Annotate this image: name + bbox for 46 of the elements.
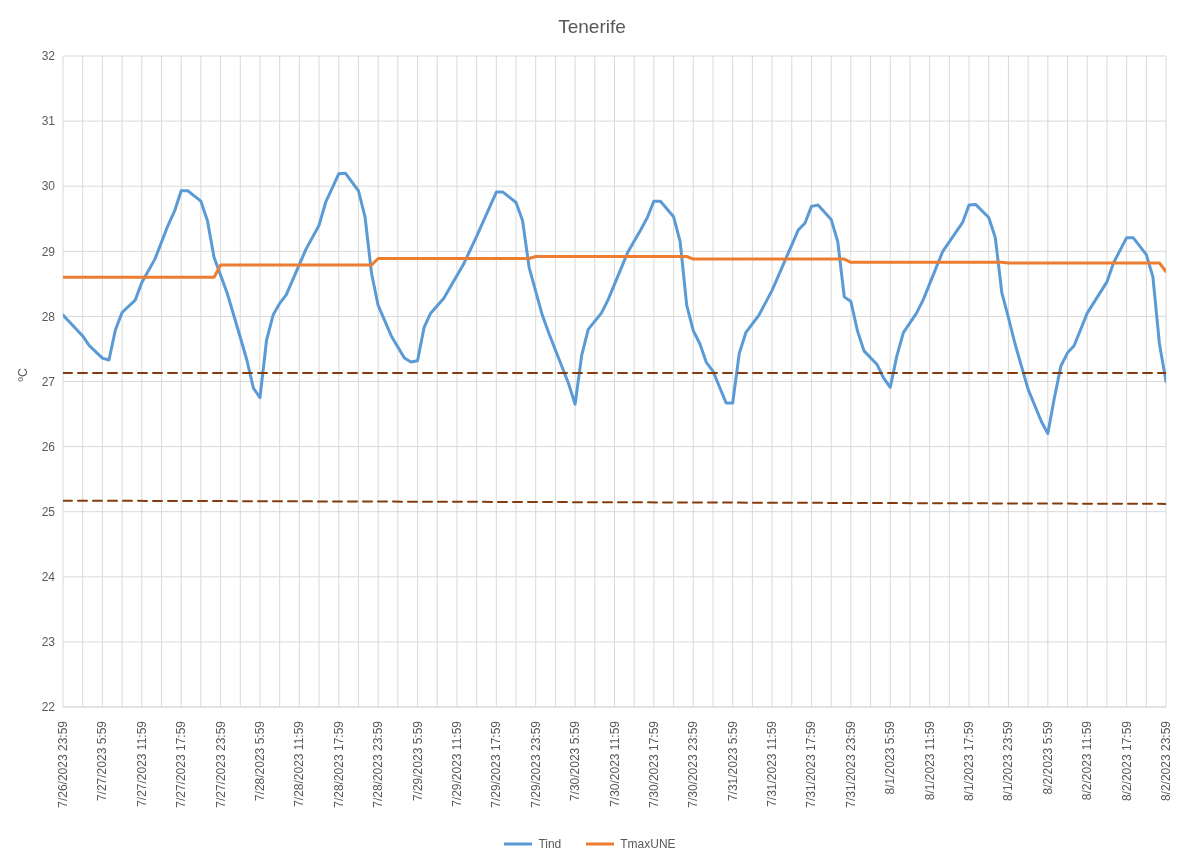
- y-tick-label: 32: [41, 49, 56, 64]
- y-axis-title: ºC: [16, 368, 31, 382]
- y-tick-label: 24: [41, 570, 56, 585]
- x-tick-label: 7/29/2023 23:59: [528, 720, 543, 808]
- x-tick-label: 8/1/2023 11:59: [922, 720, 937, 801]
- legend-label: Tind: [538, 837, 562, 851]
- x-tick-label: 7/30/2023 11:59: [607, 720, 622, 807]
- y-tick-label: 29: [41, 244, 56, 259]
- x-tick-label: 7/27/2023 5:59: [95, 720, 110, 802]
- x-tick-label: 7/31/2023 11:59: [765, 720, 780, 807]
- x-tick-label: 7/31/2023 17:59: [804, 720, 819, 808]
- x-tick-label: 7/27/2023 11:59: [134, 720, 149, 807]
- x-tick-label: 8/1/2023 23:59: [1001, 720, 1016, 802]
- x-tick-label: 7/30/2023 23:59: [686, 720, 701, 808]
- x-tick-label: 8/2/2023 23:59: [1159, 720, 1173, 802]
- x-tick-label: 7/26/2023 23:59: [56, 720, 70, 808]
- x-tick-label: 7/28/2023 23:59: [371, 720, 386, 808]
- x-tick-label: 7/28/2023 17:59: [331, 720, 346, 808]
- x-tick-label: 7/31/2023 5:59: [725, 720, 740, 802]
- x-tick-label: 8/2/2023 5:59: [1040, 720, 1055, 795]
- y-tick-label: 31: [41, 114, 56, 129]
- y-tick-label: 23: [41, 635, 56, 650]
- y-tick-label: 25: [41, 504, 56, 519]
- x-tick-label: 8/1/2023 17:59: [962, 720, 977, 802]
- y-tick-label: 22: [41, 700, 56, 715]
- chart-title: Tenerife: [557, 15, 627, 39]
- x-tick-label: 7/29/2023 17:59: [489, 720, 504, 808]
- x-tick-label: 7/28/2023 5:59: [252, 720, 267, 802]
- y-tick-label: 26: [41, 439, 56, 454]
- x-tick-label: 7/28/2023 11:59: [292, 720, 307, 807]
- legend-label: TmaxUNE: [620, 837, 676, 851]
- x-tick-label: 7/30/2023 5:59: [568, 720, 583, 802]
- x-tick-label: 8/2/2023 17:59: [1119, 720, 1134, 802]
- x-tick-label: 7/31/2023 23:59: [843, 720, 858, 808]
- y-tick-label: 27: [41, 374, 56, 389]
- x-tick-label: 7/29/2023 11:59: [449, 720, 464, 807]
- line-series: [63, 255, 1166, 279]
- x-tick-label: 8/2/2023 11:59: [1080, 720, 1095, 801]
- y-tick-label: 28: [41, 309, 56, 324]
- x-tick-label: 7/27/2023 17:59: [174, 720, 189, 808]
- x-tick-label: 8/1/2023 5:59: [883, 720, 898, 795]
- x-tick-label: 7/27/2023 23:59: [213, 720, 228, 808]
- x-tick-label: 7/30/2023 17:59: [646, 720, 661, 808]
- line-series: [63, 171, 1166, 436]
- x-tick-label: 7/29/2023 5:59: [410, 720, 425, 802]
- y-tick-label: 30: [41, 179, 56, 194]
